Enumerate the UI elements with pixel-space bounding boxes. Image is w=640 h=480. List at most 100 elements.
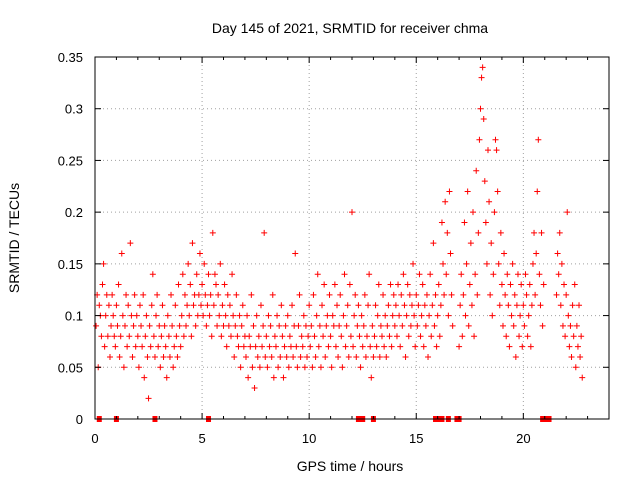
data-point (448, 291, 455, 298)
data-point (123, 291, 130, 298)
y-tick-label: 0.1 (65, 309, 83, 324)
data-point (96, 302, 103, 309)
data-point (196, 250, 203, 257)
data-point (378, 333, 385, 340)
data-point (358, 312, 365, 319)
data-point (524, 333, 531, 340)
data-point (275, 364, 282, 371)
data-point (239, 302, 246, 309)
data-point (296, 291, 303, 298)
data-point (111, 333, 118, 340)
data-point (393, 333, 400, 340)
data-point (518, 281, 525, 288)
y-tick-label: 0 (76, 412, 83, 427)
data-point (493, 147, 500, 154)
data-point (141, 374, 148, 381)
data-point (251, 384, 258, 391)
data-point (487, 291, 494, 298)
data-point (569, 302, 576, 309)
data-point (150, 333, 157, 340)
data-point (328, 364, 335, 371)
data-point (195, 291, 202, 298)
data-point (461, 219, 468, 226)
data-point (389, 312, 396, 319)
data-point (578, 333, 585, 340)
data-point (373, 343, 380, 350)
plot-frame (94, 56, 610, 420)
data-point (339, 364, 346, 371)
y-tick-label: 0.3 (65, 102, 83, 117)
data-point (194, 312, 201, 319)
data-point (332, 343, 339, 350)
data-point (238, 322, 245, 329)
data-point (556, 229, 563, 236)
data-point (404, 281, 411, 288)
data-point (108, 322, 115, 329)
data-point (227, 333, 234, 340)
data-point (497, 229, 504, 236)
data-point (350, 343, 357, 350)
data-point (106, 353, 113, 360)
data-point (149, 271, 156, 278)
data-point (441, 291, 448, 298)
data-point (514, 271, 521, 278)
data-point (564, 209, 571, 216)
data-point (361, 291, 368, 298)
data-point (300, 312, 307, 319)
data-point (192, 322, 199, 329)
data-point (204, 302, 211, 309)
data-point (444, 229, 451, 236)
data-point (249, 364, 256, 371)
data-point (365, 302, 372, 309)
data-point (145, 395, 152, 402)
data-point (492, 136, 499, 143)
data-point (232, 322, 239, 329)
data-point (326, 291, 333, 298)
data-point (437, 302, 444, 309)
data-point (255, 333, 262, 340)
data-point (208, 333, 215, 340)
data-point (342, 343, 349, 350)
data-point (265, 312, 272, 319)
data-point (346, 281, 353, 288)
data-point (539, 322, 546, 329)
data-point (320, 333, 327, 340)
data-point (169, 322, 176, 329)
data-point (312, 353, 319, 360)
data-point (557, 302, 564, 309)
data-point (284, 312, 291, 319)
data-point (99, 281, 106, 288)
data-points (93, 64, 586, 402)
data-point (219, 302, 226, 309)
data-point (504, 271, 511, 278)
data-point (438, 219, 445, 226)
data-point (329, 312, 336, 319)
y-tick-label: 0.35 (58, 50, 83, 65)
y-tick-label: 0.15 (58, 257, 83, 272)
data-point (297, 353, 304, 360)
data-point (481, 178, 488, 185)
axis-ticks: 0 0.05 0.1 0.15 0.2 0.25 0.3 0.35 0 5 10 15 20 (58, 50, 609, 446)
data-point (189, 240, 196, 247)
data-point (391, 322, 398, 329)
data-point (371, 333, 378, 340)
data-point (283, 353, 290, 360)
data-point (468, 302, 475, 309)
data-point (415, 302, 422, 309)
data-point (199, 281, 206, 288)
data-point (520, 302, 527, 309)
data-point (278, 302, 285, 309)
data-point (359, 343, 366, 350)
data-point (140, 291, 147, 298)
y-axis-label: SRMTID / TECUs (6, 183, 22, 293)
data-point (425, 353, 432, 360)
data-point (200, 312, 207, 319)
data-point (210, 302, 217, 309)
data-point (558, 260, 565, 267)
data-point (321, 281, 328, 288)
data-point (162, 343, 169, 350)
data-point (229, 271, 236, 278)
data-point (349, 209, 355, 216)
data-point (464, 188, 471, 195)
data-point (443, 271, 450, 278)
